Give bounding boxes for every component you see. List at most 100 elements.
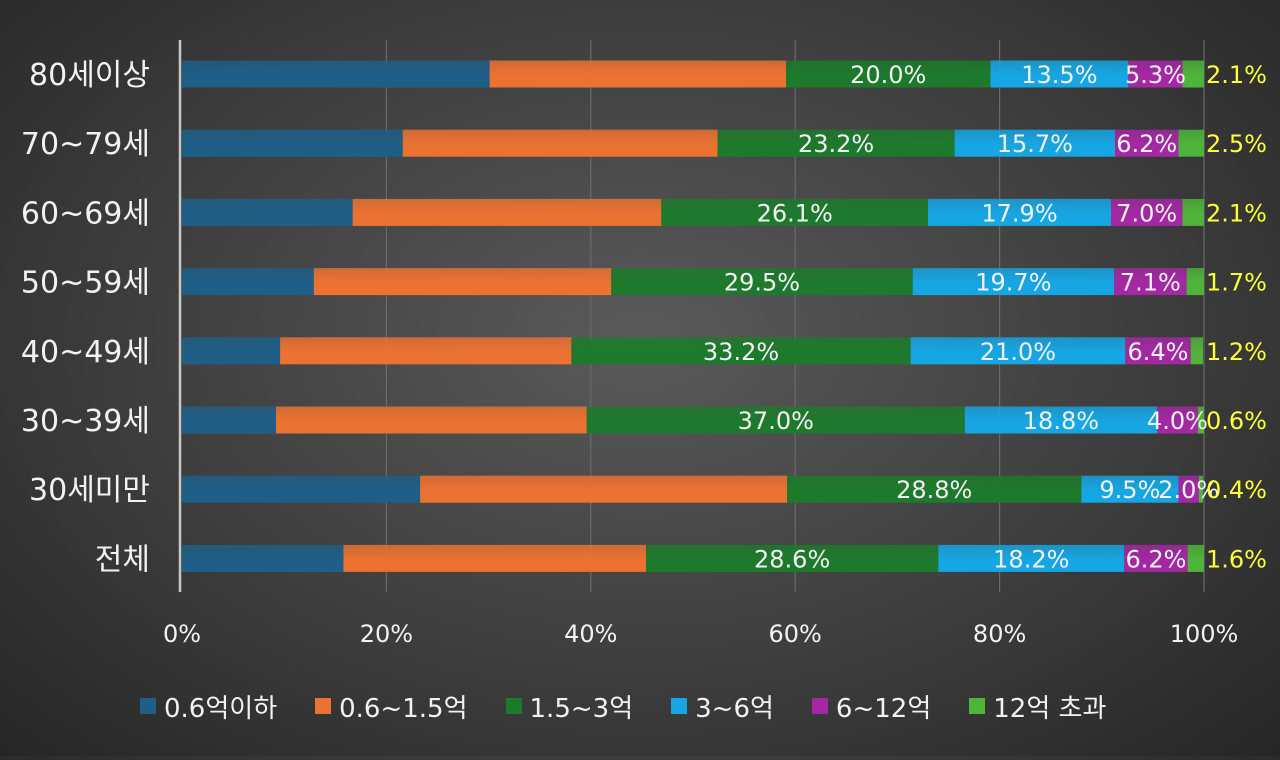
data-label: 1.6%	[1206, 545, 1267, 573]
category-label: 전체	[95, 542, 150, 577]
legend-item: 0.6~1.5억	[315, 688, 468, 725]
bar-segment	[182, 198, 353, 226]
bar-segment	[1182, 60, 1204, 88]
bar-segment	[182, 60, 490, 88]
bar-segment	[1190, 337, 1203, 365]
data-label: 2.0%	[1158, 476, 1219, 504]
bar-segment	[1187, 544, 1204, 572]
category-label: 60~69세	[21, 196, 150, 231]
bar-segment	[1115, 129, 1179, 157]
bar-segment	[1125, 337, 1191, 365]
bar-segment	[661, 198, 929, 226]
legend-swatch	[140, 698, 156, 714]
legend-label: 0.6~1.5억	[339, 693, 468, 724]
bar-segment	[787, 475, 1082, 503]
bar-segment	[1197, 406, 1204, 434]
legend-item: 3~6억	[671, 688, 774, 725]
data-label: 26.1%	[757, 199, 833, 227]
data-label: 6.4%	[1128, 338, 1189, 366]
data-label: 6.2%	[1116, 130, 1177, 158]
category-label: 30세미만	[29, 473, 150, 508]
chart-legend: 0.6억이하 0.6~1.5억 1.5~3억 3~6억 6~12억 12억 초과	[140, 684, 1200, 728]
bar-segment	[954, 129, 1116, 157]
bar-segment	[1081, 475, 1179, 503]
legend-item: 0.6억이하	[140, 688, 277, 725]
bar-segment	[786, 60, 991, 88]
bar-segment	[910, 337, 1126, 365]
data-label: 29.5%	[724, 269, 800, 297]
data-label: 19.7%	[975, 269, 1051, 297]
bar-segment	[1186, 268, 1204, 296]
data-label: 1.2%	[1206, 338, 1267, 366]
data-label: 6.2%	[1125, 545, 1186, 573]
data-label: 2.5%	[1206, 130, 1267, 158]
legend-swatch	[811, 698, 828, 714]
legend-label: 12억 초과	[993, 693, 1107, 724]
x-tick-label: 60%	[769, 620, 822, 648]
x-tick-label: 40%	[564, 620, 617, 648]
bar-segment	[611, 268, 913, 296]
category-label: 80세이상	[29, 58, 150, 93]
bar-segment	[182, 475, 421, 503]
bar-segment	[489, 60, 787, 88]
data-label: 9.5%	[1099, 476, 1160, 504]
bar-segment	[1128, 60, 1183, 88]
legend-swatch	[505, 698, 522, 714]
bar-segment	[586, 406, 965, 434]
category-label: 70~79세	[21, 127, 150, 162]
bar-segment	[717, 129, 955, 157]
bar-segment	[182, 337, 281, 365]
bar-segment	[182, 129, 403, 157]
bar-segment	[1198, 475, 1203, 503]
bar-segment	[1182, 198, 1204, 226]
x-tick-label: 0%	[163, 620, 201, 648]
legend-swatch	[671, 698, 688, 714]
data-label: 2.1%	[1206, 61, 1267, 89]
bar-segment	[1114, 268, 1187, 296]
data-label: 0.6%	[1206, 407, 1267, 435]
bar-segment	[313, 268, 612, 296]
data-label: 20.0%	[850, 61, 926, 89]
data-label: 33.2%	[703, 338, 779, 366]
legend-item: 1.5~3억	[505, 688, 633, 725]
data-label: 37.0%	[738, 407, 814, 435]
x-tick-label: 80%	[973, 620, 1026, 648]
bar-segment	[402, 129, 718, 157]
data-label: 21.0%	[980, 338, 1056, 366]
category-label: 40~49세	[21, 335, 150, 370]
bar-segment	[280, 337, 572, 365]
data-label: 1.7%	[1206, 269, 1267, 297]
bar-segment	[990, 60, 1129, 88]
legend-swatch	[969, 698, 986, 714]
bar-segment	[938, 544, 1125, 572]
x-tick-label: 100%	[1170, 620, 1239, 648]
bar-segment	[1156, 406, 1198, 434]
data-label: 7.1%	[1120, 269, 1181, 297]
bar-segment	[928, 198, 1111, 226]
data-label: 18.2%	[993, 545, 1069, 573]
data-label: 23.2%	[798, 130, 874, 158]
bar-segment	[1178, 129, 1204, 157]
data-label: 2.1%	[1206, 199, 1267, 227]
bar-segment	[420, 475, 788, 503]
data-label: 5.3%	[1125, 61, 1186, 89]
data-label: 15.7%	[997, 130, 1073, 158]
bar-segment	[352, 198, 662, 226]
data-label: 17.9%	[981, 199, 1057, 227]
legend-item: 12억 초과	[969, 688, 1106, 725]
legend-item: 6~12억	[811, 688, 932, 725]
bar-segment	[964, 406, 1157, 434]
data-label: 18.8%	[1023, 407, 1099, 435]
legend-swatch	[315, 698, 332, 714]
bar-segment	[1178, 475, 1199, 503]
data-label: 0.4%	[1206, 476, 1267, 504]
bar-segment	[182, 406, 277, 434]
data-label: 13.5%	[1021, 61, 1097, 89]
data-label: 4.0%	[1147, 407, 1208, 435]
bar-segment	[276, 406, 587, 434]
legend-label: 6~12억	[835, 693, 932, 724]
bar-segment	[645, 544, 939, 572]
x-tick-label: 20%	[360, 620, 413, 648]
